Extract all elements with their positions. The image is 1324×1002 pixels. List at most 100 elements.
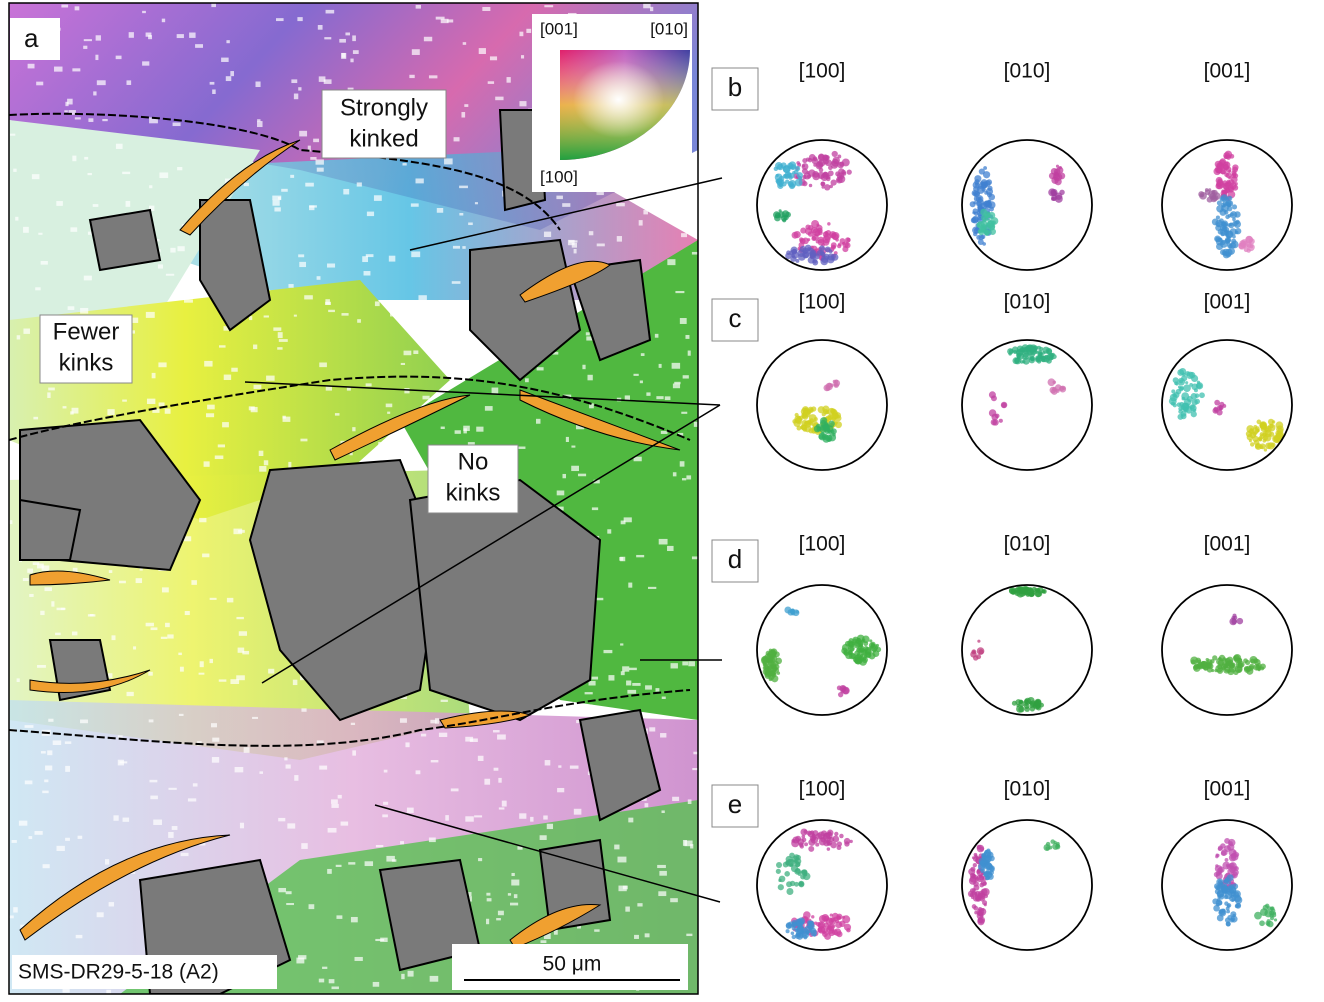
speckle bbox=[115, 55, 122, 60]
orientation-point bbox=[1214, 399, 1220, 406]
orientation-point bbox=[984, 855, 992, 863]
speckle bbox=[191, 580, 197, 585]
speckle bbox=[482, 7, 491, 11]
annotation-text: kinks bbox=[59, 349, 114, 376]
pole-circle bbox=[961, 339, 1093, 471]
orientation-point bbox=[785, 922, 792, 929]
orientation-point bbox=[790, 610, 796, 616]
speckle bbox=[158, 402, 165, 407]
speckle bbox=[290, 174, 295, 178]
speckle bbox=[587, 374, 593, 381]
speckle bbox=[149, 779, 158, 783]
speckle bbox=[317, 25, 323, 30]
speckle bbox=[639, 380, 643, 384]
speckle bbox=[383, 769, 388, 773]
orientation-point bbox=[971, 216, 979, 224]
orientation-point bbox=[835, 919, 840, 924]
speckle bbox=[296, 957, 305, 964]
orientation-point bbox=[768, 649, 777, 658]
speckle bbox=[674, 381, 681, 385]
orientation-point bbox=[1022, 353, 1029, 360]
speckle bbox=[622, 885, 628, 890]
orientation-point bbox=[1179, 379, 1184, 384]
orientation-point bbox=[776, 861, 783, 869]
orientation-point bbox=[802, 872, 811, 881]
orientation-point bbox=[862, 649, 867, 655]
speckle bbox=[74, 117, 81, 120]
speckle bbox=[105, 859, 110, 865]
speckle bbox=[357, 319, 361, 323]
pole-circle bbox=[1161, 139, 1293, 271]
speckle bbox=[36, 81, 44, 86]
orientation-point bbox=[815, 239, 820, 244]
speckle bbox=[72, 155, 77, 162]
speckle bbox=[435, 16, 445, 20]
orientation-point bbox=[796, 425, 802, 431]
orientation-point bbox=[1263, 448, 1268, 452]
speckle bbox=[278, 339, 288, 342]
speckle bbox=[405, 742, 410, 748]
orientation-point bbox=[1229, 662, 1235, 669]
speckle bbox=[409, 74, 415, 79]
speckle bbox=[657, 864, 666, 869]
orientation-point bbox=[1231, 238, 1237, 244]
speckle bbox=[211, 723, 217, 728]
speckle bbox=[165, 273, 175, 276]
speckle bbox=[383, 801, 389, 805]
orientation-point bbox=[971, 904, 977, 909]
speckle bbox=[620, 671, 625, 676]
orientation-point bbox=[969, 875, 977, 883]
speckle bbox=[493, 730, 500, 733]
speckle bbox=[54, 66, 63, 72]
orientation-point bbox=[1232, 164, 1239, 171]
orientation-point bbox=[1053, 840, 1057, 844]
speckle bbox=[656, 396, 664, 400]
speckle bbox=[24, 780, 33, 785]
speckle bbox=[115, 143, 123, 149]
orientation-point bbox=[802, 158, 808, 164]
speckle bbox=[617, 856, 627, 863]
orientation-point bbox=[791, 839, 800, 848]
speckle bbox=[209, 597, 217, 600]
orientation-point bbox=[980, 220, 988, 228]
orientation-point bbox=[1034, 698, 1042, 706]
pole-figure bbox=[775, 828, 853, 940]
speckle bbox=[243, 182, 249, 187]
speckle bbox=[501, 800, 507, 807]
speckle bbox=[150, 795, 158, 800]
orientation-point bbox=[984, 180, 991, 187]
orientation-point bbox=[1048, 845, 1053, 850]
speckle bbox=[198, 841, 206, 846]
speckle bbox=[72, 567, 78, 573]
speckle bbox=[199, 661, 204, 668]
connector-lines bbox=[244, 177, 723, 903]
orientation-point bbox=[766, 669, 774, 677]
orientation-point bbox=[820, 181, 825, 187]
panel-label: d bbox=[728, 544, 742, 574]
speckle bbox=[268, 668, 275, 674]
speckle bbox=[327, 868, 332, 874]
speckle bbox=[365, 254, 374, 258]
speckle bbox=[285, 891, 292, 895]
panel-label: c bbox=[729, 303, 742, 333]
speckle bbox=[658, 891, 667, 897]
speckle bbox=[108, 902, 115, 907]
speckle bbox=[277, 347, 283, 350]
orientation-point bbox=[776, 180, 782, 186]
speckle bbox=[145, 32, 152, 37]
orientation-point bbox=[818, 915, 827, 923]
orientation-point bbox=[1012, 357, 1020, 365]
speckle bbox=[13, 907, 18, 913]
annotation-text: No bbox=[458, 448, 489, 475]
speckle bbox=[118, 580, 126, 584]
speckle bbox=[445, 815, 449, 821]
orientation-point bbox=[1226, 205, 1233, 212]
speckle bbox=[202, 553, 210, 558]
orientation-point bbox=[977, 917, 984, 924]
speckle bbox=[618, 885, 627, 892]
speckle bbox=[498, 807, 505, 810]
orientation-point bbox=[1185, 381, 1189, 385]
speckle bbox=[571, 242, 577, 248]
speckle bbox=[693, 421, 698, 427]
orientation-point bbox=[1024, 702, 1029, 706]
